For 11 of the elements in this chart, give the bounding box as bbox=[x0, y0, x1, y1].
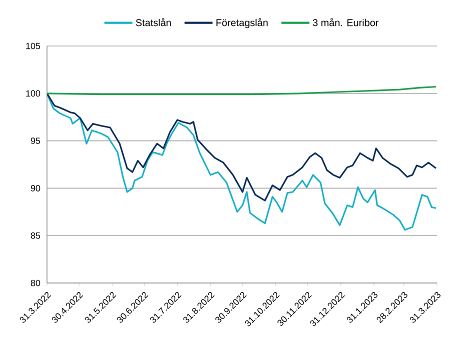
y-tick-label: 80 bbox=[30, 280, 40, 286]
y-tick-label: 95 bbox=[30, 138, 40, 144]
legend-label: Företagslån bbox=[216, 18, 268, 28]
y-tick-label: 85 bbox=[30, 232, 40, 239]
legend-label: 3 mån. Euribor bbox=[312, 18, 379, 26]
line-series bbox=[47, 92, 437, 231]
y-tick-label: 90 bbox=[30, 185, 40, 192]
y-tick-label: 105 bbox=[26, 42, 40, 50]
line-series bbox=[47, 92, 437, 202]
legend-label: Statslån bbox=[136, 18, 171, 26]
y-tick-label: 100 bbox=[26, 90, 40, 97]
